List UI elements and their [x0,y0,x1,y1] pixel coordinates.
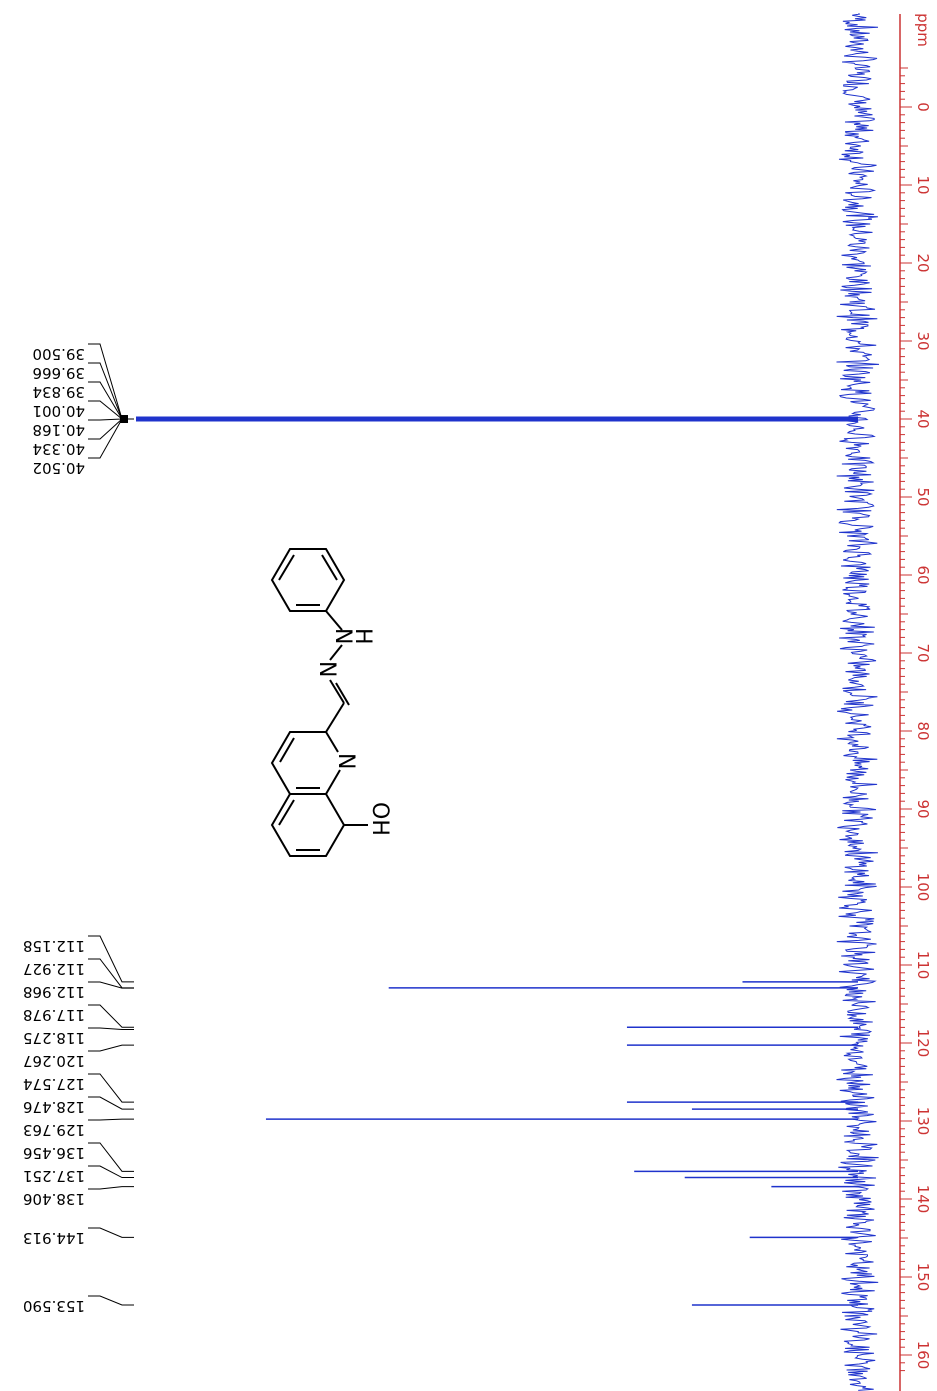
peak-label: 40.001 [33,402,86,420]
peak-label: 136.456 [23,1144,85,1162]
atom-n-imine: N [314,661,339,677]
bond-c2-n [325,731,339,753]
bond-n-ch [329,679,345,704]
axis-tick-label: 30 [914,331,932,350]
phenyl-inner-bonds [278,554,295,581]
axis-unit-label: ppm [914,13,932,47]
axis-tick-label: 50 [914,487,932,506]
peak-label: 39.834 [33,383,86,401]
peak-label: 112.927 [23,960,85,978]
peak-label: 128.476 [23,1098,85,1116]
bond-ch-c2 [325,702,345,733]
peak-label: 40.502 [33,459,86,477]
peak-leader-line [88,1027,134,1031]
axis-tick-label: 60 [914,565,932,584]
peak-label: 127.574 [23,1075,85,1093]
axis-tick-label: 120 [914,1029,932,1058]
peak-label: 120.267 [23,1052,85,1070]
baseline-noise [836,13,880,1391]
atom-labels: OH N N N H [314,628,392,836]
peak-leader-line [88,1165,134,1179]
peak-leader-line [88,1004,134,1028]
peak-leader-line [88,935,134,983]
peak-label: 129.763 [23,1121,85,1139]
peak-leader-line [88,1186,134,1190]
ppm-axis: 0 10 20 30 40 50 60 70 80 90 100 110 120 130 140 150 160… [899,13,932,1391]
benzo-ring [270,793,346,857]
peak-label: 144.913 [23,1229,85,1247]
peak-leader-line [88,981,134,989]
atom-h: H [350,628,375,645]
peak-leader-line [88,1118,134,1121]
phenyl-double-bond-b [321,554,338,581]
molecule-structure [270,548,368,857]
peak-label: 138.406 [23,1190,85,1208]
benzo-double-a [278,799,295,826]
peak-label: 112.968 [23,983,85,1001]
peak-leader-line [88,1073,134,1103]
peak-label: 118.275 [23,1029,85,1047]
atom-n-ring: N [333,753,358,769]
peak-label: 40.334 [33,440,86,458]
peak-leader-line [88,1044,134,1052]
solvent-marker [120,415,128,424]
axis-tick-label: 40 [914,409,932,428]
peak-leader-line [88,1142,134,1172]
axis-tick-label: 20 [914,253,932,272]
noise-trace [836,13,880,1391]
peak-label: 39.500 [33,345,86,363]
axis-tick-label: 140 [914,1185,932,1214]
atom-oh: OH [367,802,392,836]
axis-tick-label: 160 [914,1341,932,1370]
axis-tick-label: 10 [914,175,932,194]
peak-label: 153.590 [23,1297,85,1315]
pyridine-ring [270,731,341,795]
atom-nh-n: N [330,628,355,644]
axis-tick-label: 80 [914,721,932,740]
peak-group [136,416,858,1306]
peak-label: 39.666 [33,364,86,382]
peak-label: 137.251 [23,1167,85,1185]
axis-tick-label: 90 [914,799,932,818]
peak-leader-line [88,1096,134,1110]
bond-n-ch-double [335,682,350,706]
peak-label: 117.978 [23,1006,85,1024]
peak-label: 112.158 [23,937,85,955]
pyridine-double-a [279,737,295,763]
phenyl-ring [270,548,346,612]
bond-nh-n [329,644,343,661]
peak-label-group: 39.50039.66639.83440.00140.16840.33440.5… [23,343,134,1315]
peak-leader-line [88,958,134,989]
peak-leader-line [88,1227,134,1238]
axis-tick-label: 130 [914,1107,932,1136]
axis-tick-label: 0 [914,102,932,112]
axis-tick-label: 100 [914,873,932,902]
peak-label: 40.168 [33,421,86,439]
bond-ph-nh [325,610,343,631]
axis-tick-label: 70 [914,643,932,662]
axis-tick-label: 150 [914,1263,932,1292]
peak-leader-line [88,1295,134,1306]
axis-tick-label: 110 [914,951,932,980]
